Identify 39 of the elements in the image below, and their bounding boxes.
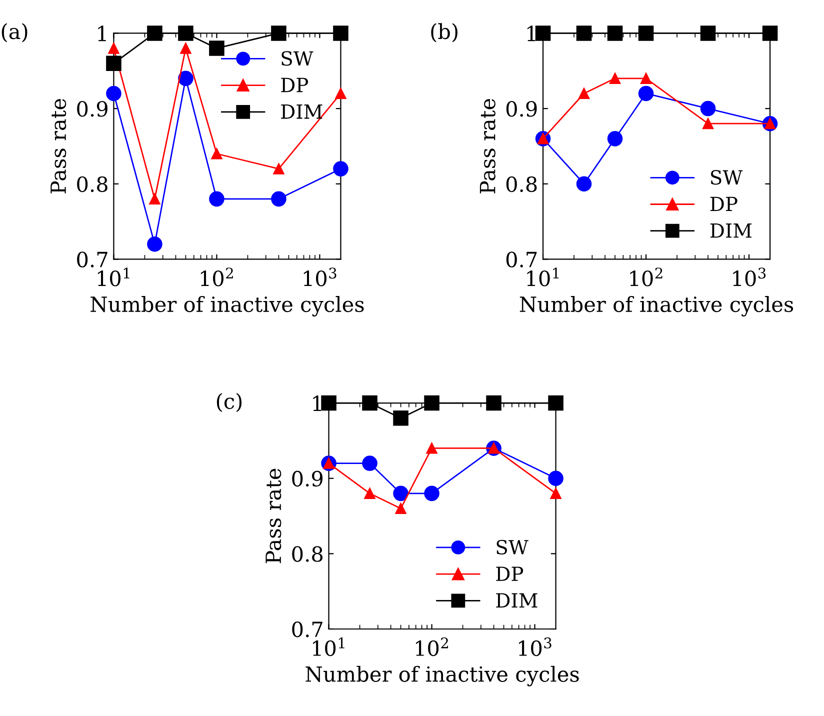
legend-label: DIM <box>281 104 322 119</box>
y-tick-label: 0.7 <box>77 252 108 268</box>
y-tick-label: 1 <box>98 26 106 42</box>
legend-label: SW <box>496 540 528 555</box>
legend-label: SW <box>710 170 743 185</box>
legend-label: DP <box>281 78 308 92</box>
y-axis-title: Pass rate <box>50 98 66 194</box>
y-tick-label: 1 <box>527 26 536 42</box>
y-tick-label: 0.8 <box>506 176 537 192</box>
x-axis-title: Number of inactive cycles <box>306 666 579 686</box>
y-tick-label: 0.7 <box>292 621 322 638</box>
x-tick-label: 10$^{2}$ <box>200 268 233 286</box>
y-tick-label: 0.8 <box>292 546 323 562</box>
y-tick-label: 0.9 <box>506 101 537 117</box>
chart-title: (a) <box>2 23 28 42</box>
y-axis-title: Pass rate <box>480 98 496 194</box>
x-tick-label: 10$^{3}$ <box>304 268 336 286</box>
x-tick-label: 10$^{3}$ <box>518 637 552 656</box>
y-tick-label: 0.9 <box>77 101 108 117</box>
legend-label: DIM <box>710 223 752 238</box>
legend-label: DIM <box>496 593 538 608</box>
x-tick-label: 10$^{2}$ <box>630 268 662 286</box>
legend-label: DP <box>496 566 524 581</box>
y-tick-label: 1 <box>313 395 321 411</box>
y-tick-label: 0.7 <box>506 252 537 268</box>
y-axis-title: Pass rate <box>266 468 282 564</box>
x-tick-label: 10$^{1}$ <box>527 268 559 286</box>
y-tick-label: 0.8 <box>77 176 108 192</box>
x-tick-label: 10$^{3}$ <box>733 268 766 286</box>
x-axis-title: Number of inactive cycles <box>90 296 364 316</box>
chart-title: (b) <box>431 23 458 42</box>
chart-title: (c) <box>216 392 242 412</box>
legend-label: SW <box>282 51 314 66</box>
x-tick-label: 10$^{2}$ <box>416 637 448 656</box>
legend-label: DP <box>710 196 738 212</box>
x-tick-label: 10$^{1}$ <box>98 268 130 286</box>
x-axis-title: Number of inactive cycles <box>520 296 794 316</box>
y-tick-label: 0.9 <box>292 470 323 487</box>
x-tick-label: 10$^{1}$ <box>312 637 344 656</box>
